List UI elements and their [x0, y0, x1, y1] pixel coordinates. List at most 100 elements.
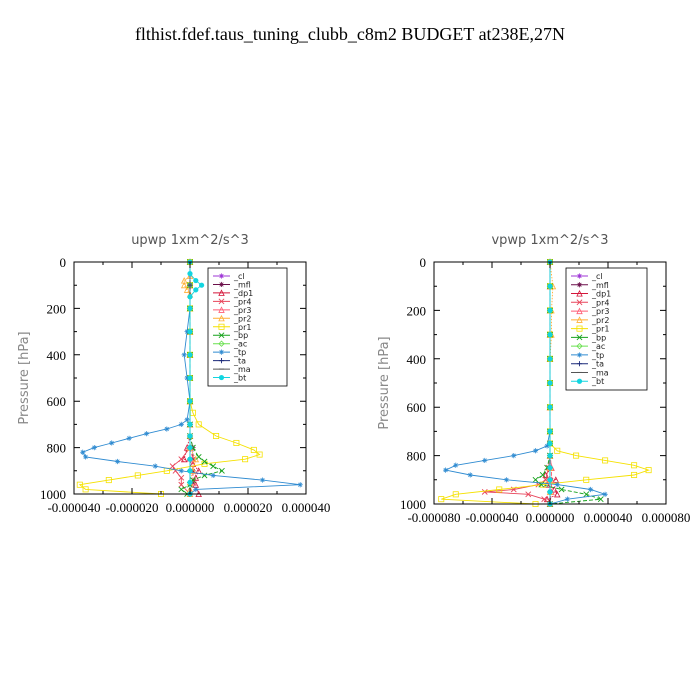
legend-marker_ac: [576, 342, 583, 350]
legend-label: _pr1: [591, 325, 609, 334]
x-tick-label: 0.000040: [584, 510, 633, 525]
y-tick-label: 200: [47, 301, 67, 316]
legend-label: _pr1: [233, 323, 251, 332]
data-point_pr1: [438, 496, 445, 503]
data-point_bt: [547, 453, 553, 459]
data-point_bp: [539, 472, 546, 478]
data-point_tp: [114, 458, 121, 465]
legend-marker_ta: [576, 361, 583, 367]
data-point_dp1: [552, 476, 560, 483]
panel-upwp: upwp 1xm^2/s^3 Pressure [hPa] 0 200 400 600 80…: [17, 233, 330, 515]
legend-label: _ta: [233, 357, 246, 366]
x-tick-label: -0.000020: [105, 500, 158, 515]
data-point_pr4: [178, 481, 185, 488]
legend-marker_cl: [218, 273, 225, 279]
legend-marker_bp: [576, 334, 583, 341]
legend-label: _mfl: [591, 281, 609, 290]
data-point_pr2: [183, 286, 191, 293]
data-point_pr1: [76, 481, 83, 488]
data-point_bt: [187, 456, 193, 462]
data-point_bt: [547, 440, 553, 447]
data-point_tp: [181, 352, 187, 358]
data-point_bt: [547, 477, 553, 483]
data-point_pr1: [539, 481, 546, 488]
legend: _cl_mfl_dp1_pr4_pr3_pr2_pr1_bp_ac_tp_ta_…: [565, 267, 648, 391]
y-tick-label: 0: [420, 255, 427, 270]
legend-marker_dp1: [576, 290, 583, 297]
x-tick-label: -0.000080: [407, 510, 460, 525]
data-point_bt: [547, 380, 553, 386]
legend-marker_bp: [218, 332, 225, 339]
data-point_bt: [187, 445, 193, 451]
data-point_tp: [184, 329, 190, 335]
legend-marker_pr1: [218, 323, 225, 330]
data-point_tp: [554, 482, 560, 488]
data-point_tp: [152, 463, 158, 469]
data-point_tp: [532, 448, 539, 454]
legend-marker_pr4: [576, 299, 583, 306]
data-point_tp: [564, 496, 570, 502]
x-tick-label: 0.000000: [526, 510, 575, 525]
y-tick-label: 200: [407, 303, 427, 318]
data-point_bt: [193, 287, 199, 293]
x-tick-label: 0.000000: [166, 500, 215, 515]
data-point_bt: [187, 479, 193, 485]
data-point_pr4: [178, 474, 185, 481]
data-point_bt: [547, 332, 553, 338]
data-point_pr1: [573, 452, 580, 459]
legend-marker_mfl: [576, 282, 583, 288]
y-tick-label: 600: [407, 400, 427, 415]
legend-marker_mfl: [218, 281, 225, 288]
legend-marker_pr3: [218, 306, 225, 313]
y-tick-label: 1000: [400, 497, 426, 512]
y-tick-label: 1000: [40, 487, 66, 502]
data-point_tp: [443, 467, 449, 473]
data-point_bp: [201, 458, 208, 465]
legend-marker_pr1: [576, 325, 583, 332]
data-point_tp: [588, 486, 594, 493]
data-point_pr1: [631, 471, 638, 478]
data-point_pr1: [256, 451, 263, 458]
data-point_tp: [193, 486, 199, 492]
series-line_tp: [82, 262, 301, 495]
data-point_bp: [195, 453, 202, 460]
data-point_tp: [297, 482, 303, 488]
data-point_bt: [187, 398, 193, 404]
data-point_dp1: [554, 490, 561, 498]
data-point_dp1: [192, 474, 200, 481]
data-point_tp: [511, 453, 517, 459]
legend-label: _cl: [591, 272, 603, 281]
data-point_bp: [210, 463, 217, 470]
data-point_pr1: [496, 486, 503, 493]
x-tick-label: 0.000080: [642, 510, 691, 525]
x-tick-label: -0.000040: [465, 510, 518, 525]
data-point_bt: [547, 428, 553, 434]
data-point_tp: [482, 457, 488, 464]
panel-title: upwp 1xm^2/s^3: [131, 233, 249, 248]
legend-marker_cl: [576, 273, 583, 279]
data-point_pr1: [250, 446, 257, 453]
data-point_pr1: [452, 491, 459, 498]
data-point_tp: [178, 421, 184, 427]
data-point_tp: [453, 462, 459, 468]
y-tick-label: 0: [60, 255, 67, 270]
figure-title: flthist.fdef.taus_tuning_clubb_c8m2 BUDG…: [135, 24, 565, 44]
legend-label: _ma: [591, 368, 609, 377]
x-tick-label: 0.000020: [224, 500, 273, 515]
data-point_pr1: [583, 476, 590, 483]
data-point_pr4: [481, 488, 488, 495]
data-point_tp: [467, 472, 473, 478]
data-point_pr1: [242, 456, 249, 463]
series-line_dp1: [544, 262, 558, 505]
data-point_bp: [583, 491, 590, 498]
data-point_pr1: [105, 477, 112, 484]
data-point_bt: [187, 421, 193, 427]
legend-label: _pr4: [591, 298, 609, 307]
data-point_bp: [558, 486, 565, 493]
data-point_bp: [218, 467, 225, 474]
data-point_tp: [83, 454, 89, 460]
legend-label: _bp: [233, 331, 248, 340]
panel-title: vpwp 1xm^2/s^3: [491, 233, 608, 248]
data-point_pr1: [213, 432, 220, 439]
